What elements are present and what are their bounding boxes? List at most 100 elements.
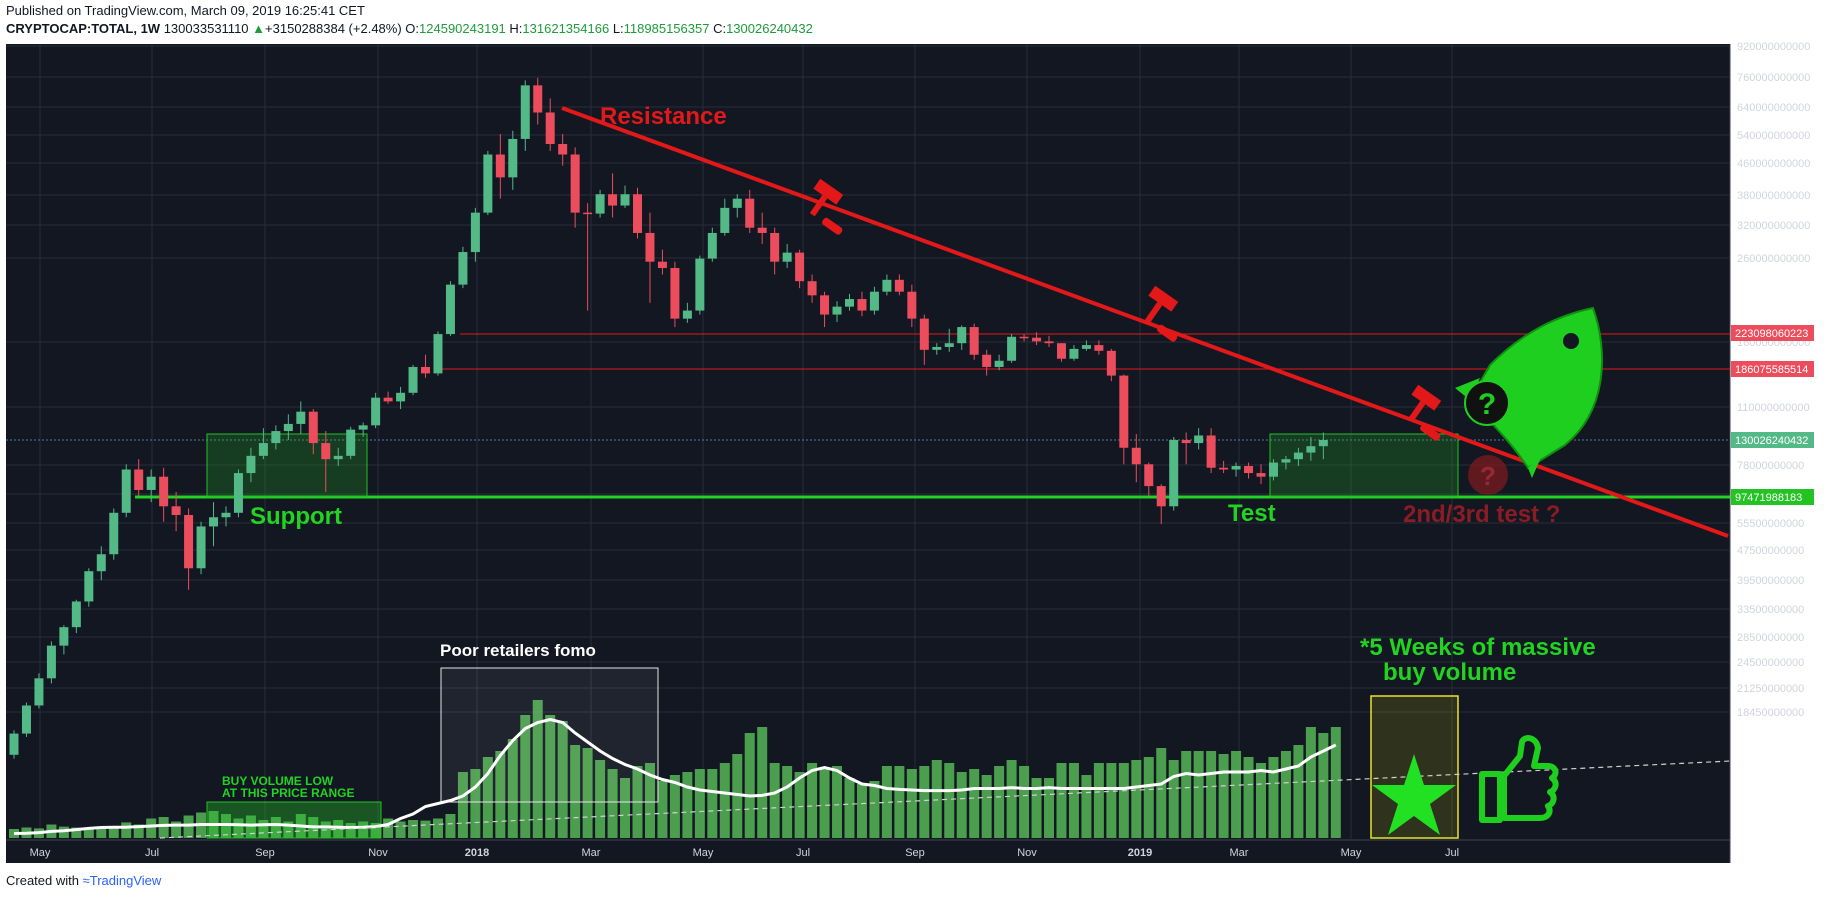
tradingview-logo-icon[interactable]: ≈ — [82, 873, 90, 888]
volume-bar — [757, 727, 768, 838]
price-tick-label: 78000000000 — [1737, 460, 1804, 472]
volume-bar — [582, 748, 593, 838]
volume-bar — [507, 739, 518, 838]
candle — [894, 274, 904, 296]
volume-bar — [1243, 757, 1254, 838]
candle — [1094, 340, 1104, 355]
volume-bar — [595, 760, 606, 838]
price-tick-label: 24500000000 — [1737, 657, 1804, 669]
volume-bar — [408, 820, 419, 838]
candle — [820, 291, 830, 328]
volume-bar — [395, 821, 406, 838]
time-axis[interactable]: May Jul Sep Nov 2018 Mar May Jul Sep Nov 2019 Mar Ma… — [30, 847, 1459, 859]
volume-bar — [969, 769, 980, 838]
candles — [9, 77, 1328, 759]
candle — [657, 249, 667, 275]
volume-bar — [432, 818, 443, 838]
candle — [608, 173, 618, 218]
star-icon — [1372, 754, 1456, 835]
price-tick-label: 47500000000 — [1737, 545, 1804, 557]
candle — [633, 187, 642, 239]
grid — [6, 44, 1730, 840]
candle — [1306, 436, 1316, 461]
volume-bar — [682, 772, 693, 838]
candle — [570, 147, 580, 228]
gavel-icon — [809, 178, 844, 235]
candle — [620, 185, 630, 208]
volume-bar — [1193, 751, 1204, 838]
question-icon: ? — [1468, 455, 1508, 495]
price-tick-label: 320000000000 — [1737, 220, 1810, 232]
tradingview-link[interactable]: TradingView — [89, 873, 162, 888]
volume-bar — [108, 828, 119, 838]
gavel-icon — [1407, 384, 1442, 441]
price-axis[interactable]: 920000000000 760000000000 640000000000 5400… — [1737, 41, 1810, 719]
test-zone-box — [1269, 433, 1459, 498]
time-tick-label: Nov — [368, 847, 388, 859]
volume-bar — [807, 763, 818, 838]
time-tick-label: 2018 — [465, 847, 489, 859]
volume-bar — [420, 820, 431, 838]
price-label-tag: 186075585514 — [1731, 361, 1814, 377]
candle — [1056, 343, 1066, 362]
question-icon: ? — [1464, 380, 1510, 426]
candle — [296, 401, 306, 435]
volume-bar — [869, 781, 880, 838]
low-label: L: — [612, 21, 624, 36]
volume-bar — [96, 828, 107, 838]
volume-bar — [457, 772, 468, 838]
support-label: Support — [250, 503, 342, 530]
candle — [9, 730, 19, 759]
low-volume-box — [206, 801, 382, 839]
candle — [1194, 428, 1204, 450]
candle — [1281, 455, 1291, 470]
volume-bar — [1006, 760, 1017, 838]
volume-bar — [1218, 754, 1229, 838]
time-tick-label: Jul — [145, 847, 159, 859]
volume-bar — [133, 824, 144, 838]
time-tick-label: Nov — [1017, 847, 1037, 859]
time-tick-label: Jul — [796, 847, 810, 859]
volume-bar — [944, 763, 955, 838]
volume-bar — [1231, 751, 1242, 838]
volume-bar — [844, 778, 855, 838]
candle — [595, 189, 605, 218]
volume-bar — [1206, 751, 1217, 838]
volume-bar — [158, 817, 169, 838]
second-test-label: 2nd/3rd test ? — [1403, 501, 1560, 528]
volume-bar — [1106, 763, 1117, 838]
volume-bar — [245, 815, 256, 838]
candle — [520, 80, 530, 151]
candle — [196, 521, 206, 575]
volume-trendline — [159, 760, 1731, 839]
candle — [969, 323, 979, 360]
candle — [932, 343, 942, 355]
volume-bar — [1305, 727, 1316, 838]
time-tick-label: Mar — [1230, 847, 1249, 859]
candle — [844, 293, 854, 311]
volume-bar — [719, 763, 730, 838]
volume-bar — [1293, 745, 1304, 838]
high-value: 131621354166 — [522, 21, 610, 36]
candle — [21, 702, 31, 737]
candle — [957, 325, 967, 350]
volume-bar — [1181, 751, 1192, 838]
candle — [121, 464, 131, 518]
candle — [807, 274, 817, 303]
volume-bar — [495, 751, 506, 838]
candle — [46, 641, 56, 684]
chart-background — [6, 44, 1730, 863]
candle — [1144, 462, 1154, 496]
price-tick-label: 18450000000 — [1737, 707, 1804, 719]
volume-bar — [570, 745, 581, 838]
candle — [246, 447, 256, 483]
time-tick-label: Sep — [905, 847, 925, 859]
volume-bar — [520, 715, 531, 838]
candle — [982, 349, 992, 376]
test-label: Test — [1228, 500, 1276, 527]
volume-bar — [744, 733, 755, 838]
volume-bar — [333, 820, 344, 838]
candle — [558, 134, 568, 166]
candle — [358, 422, 368, 437]
